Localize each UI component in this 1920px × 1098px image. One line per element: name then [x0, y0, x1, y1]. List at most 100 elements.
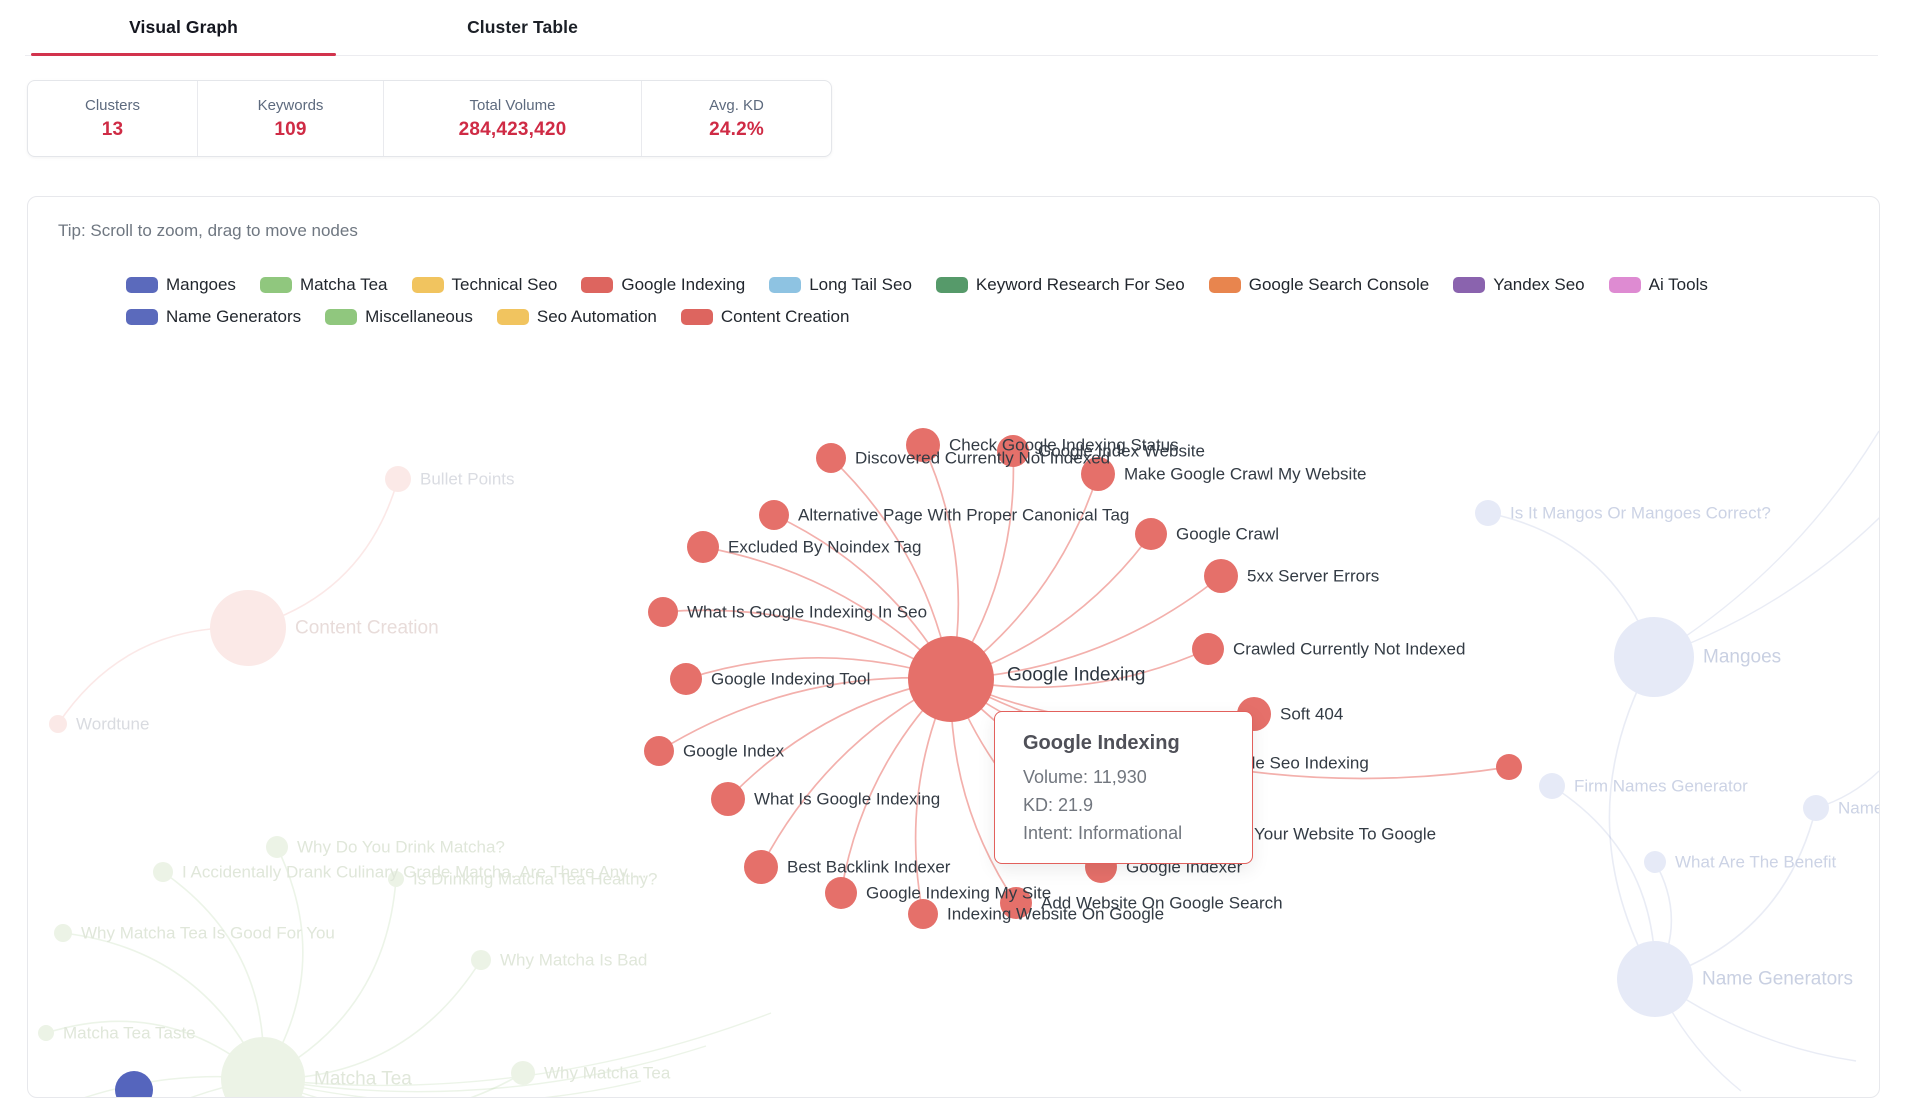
graph-node-label-matcha-tea-taste: Matcha Tea Taste [63, 1024, 196, 1043]
graph-node-crawled-currently-not-indexed[interactable] [1192, 633, 1224, 665]
faded-graph-node-bullet-points[interactable] [385, 466, 411, 492]
graph-node-google-index[interactable] [644, 736, 674, 766]
legend-item-yandex-seo[interactable]: Yandex Seo [1453, 275, 1585, 295]
tooltip-intent: Intent: Informational [1023, 823, 1183, 843]
legend-swatch-icon [769, 277, 802, 293]
graph-node-google-indexing-tool[interactable] [670, 663, 702, 695]
faded-graph-node-what-are-the-benefit[interactable] [1644, 851, 1666, 873]
legend-swatch-icon [325, 309, 358, 325]
graph-node-label-i-accidentally-drank-culinary-grade-matcha-are-there-any: I Accidentally Drank Culinary Grade Matc… [182, 863, 647, 882]
legend-row: Mangoes Matcha Tea Technical Seo Google Ind… [126, 275, 1708, 295]
tab-cluster-table-label: Cluster Table [467, 17, 578, 37]
faded-graph-spoke [1653, 430, 1879, 658]
legend-label: Keyword Research For Seo [975, 275, 1185, 294]
graph-node-alternative-page-with-proper-canonical-tag[interactable] [759, 500, 789, 530]
faded-graph-node-why-matcha-is-bad[interactable] [471, 950, 491, 970]
keyword-graph-canvas[interactable]: Content Creation Bullet Points Wordtune Mat… [28, 197, 1879, 1097]
graph-node-label-firm-names-generator: Firm Names Generator [1574, 777, 1748, 796]
legend-swatch-icon [126, 277, 158, 293]
graph-center-label-google-indexing: Google Indexing [1007, 665, 1145, 686]
graph-node-label-why-matcha-tea-is-good-for-you: Why Matcha Tea Is Good For You [81, 924, 335, 943]
legend-label: Ai Tools [1648, 275, 1708, 294]
graph-node-google-indexing-my-site[interactable] [825, 877, 857, 909]
faded-graph-node-firm-names-generator[interactable] [1539, 773, 1565, 799]
graph-node-make-google-crawl-my-website[interactable] [1081, 457, 1115, 491]
graph-node-unlabeled[interactable] [1496, 754, 1522, 780]
tab-visual-graph[interactable]: Visual Graph [31, 0, 336, 55]
stray-node[interactable] [115, 1071, 153, 1097]
faded-graph-node-is-drinking-matcha-tea-healthy[interactable] [388, 871, 404, 887]
graph-node-label-discovered-currently-not-indexed: Discovered Currently Not Indexed [855, 449, 1110, 468]
legend-item-ai-tools[interactable]: Ai Tools [1608, 275, 1708, 295]
graph-node-label-alternative-page-with-proper-canonical-tag: Alternative Page With Proper Canonical T… [798, 506, 1129, 525]
graph-node-label-best-backlink-indexer: Best Backlink Indexer [787, 858, 951, 877]
legend-item-long-tail-seo[interactable]: Long Tail Seo [769, 275, 912, 295]
graph-node-label-why-matcha-tea: Why Matcha Tea [544, 1064, 671, 1083]
faded-graph-node-i-accidentally-drank-culinary-grade-matcha-are-there-any[interactable] [153, 862, 173, 882]
legend-item-matcha-tea[interactable]: Matcha Tea [259, 275, 388, 295]
cluster-legend: Mangoes Matcha Tea Technical Seo Google Ind… [126, 275, 1708, 327]
graph-node-check-google-indexing-status[interactable] [906, 428, 940, 462]
graph-node-discovered-currently-not-indexed[interactable] [816, 443, 846, 473]
graph-node-what-is-google-indexing[interactable] [711, 782, 745, 816]
tab-bar-divider [25, 55, 1878, 56]
graph-node-label-google-index: Google Index [683, 742, 785, 761]
graph-node-excluded-by-noindex-tag[interactable] [687, 531, 719, 563]
stats-summary-card: Clusters 13 Keywords 109 Total Volume 28… [27, 80, 832, 157]
graph-node-google-crawl[interactable] [1135, 518, 1167, 550]
legend-item-miscellaneous[interactable]: Miscellaneous [325, 307, 473, 327]
legend-label: Yandex Seo [1493, 275, 1585, 294]
faded-graph-node-name-generator[interactable] [1803, 795, 1829, 821]
legend-swatch-icon [581, 277, 614, 293]
stat-avg-kd: Avg. KD 24.2% [641, 81, 831, 156]
legend-label: Miscellaneous [365, 307, 473, 326]
legend-item-mangoes[interactable]: Mangoes [126, 275, 236, 295]
stat-keywords-label: Keywords [257, 96, 324, 114]
legend-item-keyword-research-for-seo[interactable]: Keyword Research For Seo [935, 275, 1185, 295]
legend-item-google-search-console[interactable]: Google Search Console [1208, 275, 1429, 295]
graph-node-label-mangoes: Mangoes [1703, 647, 1781, 668]
graph-node-add-website-on-google-search[interactable] [1000, 887, 1032, 919]
tab-visual-graph-label: Visual Graph [129, 17, 238, 37]
graph-node-indexing-website-on-google[interactable] [908, 899, 938, 929]
faded-graph-node-content-creation[interactable] [210, 590, 286, 666]
legend-swatch-icon [496, 309, 529, 325]
graph-node-5xx-server-errors[interactable] [1204, 559, 1238, 593]
tooltip-volume: Volume: 11,930 [1023, 767, 1147, 787]
legend-label: Long Tail Seo [809, 275, 912, 294]
faded-graph-node-name-generators[interactable] [1617, 941, 1693, 1017]
tab-cluster-table[interactable]: Cluster Table [395, 0, 650, 55]
faded-graph-node-matcha-tea-taste[interactable] [38, 1025, 54, 1041]
faded-graph-node-why-do-you-drink-matcha[interactable] [266, 836, 288, 858]
graph-node-label-excluded-by-noindex-tag: Excluded By Noindex Tag [728, 538, 921, 557]
graph-node-label-google-crawl: Google Crawl [1176, 525, 1279, 544]
legend-label: Technical Seo [451, 275, 558, 294]
graph-node-best-backlink-indexer[interactable] [744, 850, 778, 884]
faded-graph-node-is-it-mangos-or-mangoes-correct[interactable] [1475, 500, 1501, 526]
graph-node-label-google-indexing-tool: Google Indexing Tool [711, 670, 870, 689]
graph-node-label-check-google-indexing-status: Check Google Indexing Status [949, 436, 1179, 455]
graph-node-google-indexing-center[interactable] [908, 636, 994, 722]
graph-node-label-add-website-on-google-search: Add Website On Google Search [1041, 894, 1283, 913]
graph-node-label-wordtune: Wordtune [76, 715, 149, 734]
stat-total-volume: Total Volume 284,423,420 [383, 81, 641, 156]
graph-node-label-content-creation: Content Creation [295, 618, 439, 639]
legend-item-seo-automation[interactable]: Seo Automation [496, 307, 657, 327]
faded-graph-node-wordtune[interactable] [49, 715, 67, 733]
faded-graph-node-why-matcha-tea[interactable] [511, 1061, 535, 1085]
graph-node-label-what-are-the-benefit: What Are The Benefit [1675, 853, 1837, 872]
legend-item-name-generators[interactable]: Name Generators [126, 307, 301, 327]
legend-label: Google Indexing [621, 275, 746, 294]
legend-item-content-creation[interactable]: Content Creation [680, 307, 850, 327]
stat-avg-kd-label: Avg. KD [709, 96, 764, 114]
graph-node-google-index-website[interactable] [997, 435, 1029, 467]
legend-swatch-icon [126, 309, 158, 325]
legend-label: Content Creation [720, 307, 850, 326]
tip-text: Tip: Scroll to zoom, drag to move nodes [58, 221, 358, 240]
faded-graph-node-matcha-tea[interactable] [221, 1037, 305, 1097]
faded-graph-node-mangoes[interactable] [1614, 617, 1694, 697]
faded-graph-node-why-matcha-tea-is-good-for-you[interactable] [54, 924, 72, 942]
legend-item-google-indexing[interactable]: Google Indexing [581, 275, 745, 295]
graph-node-what-is-google-indexing-in-seo[interactable] [648, 597, 678, 627]
legend-item-technical-seo[interactable]: Technical Seo [411, 275, 558, 295]
